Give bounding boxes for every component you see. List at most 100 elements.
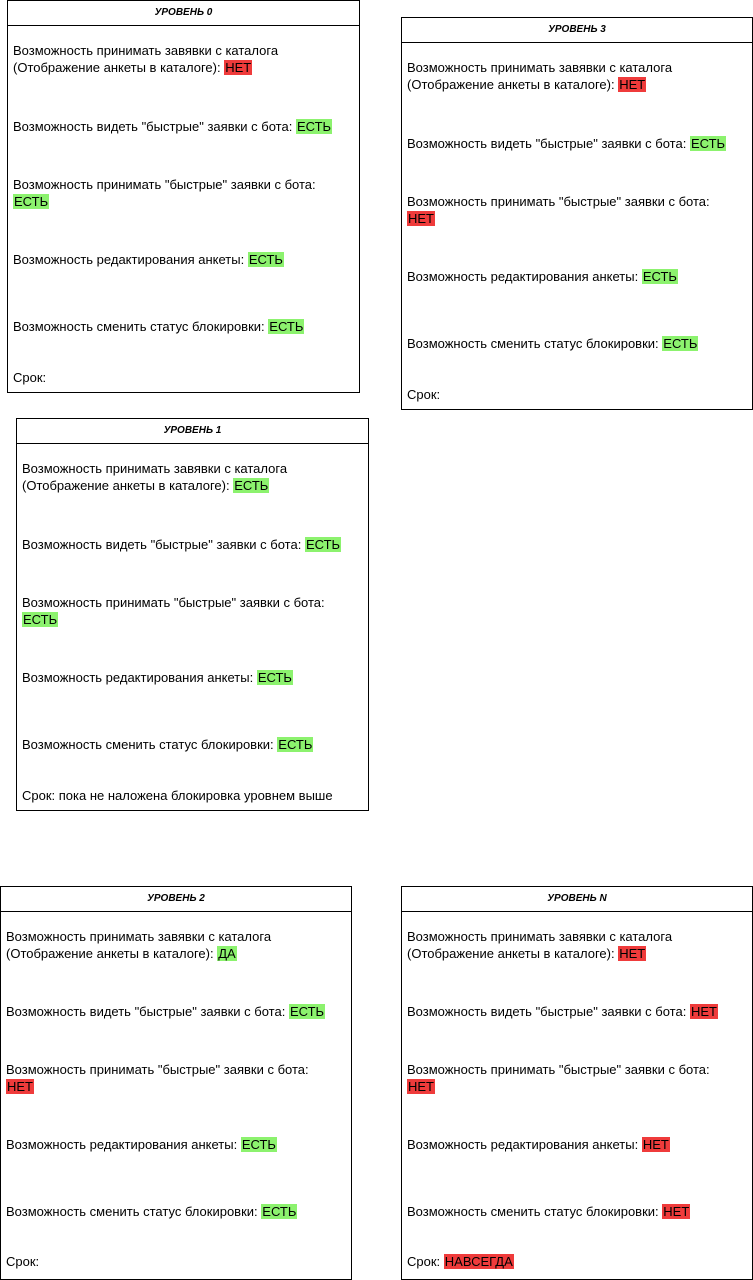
accept-label: Возможность принимать "быстрые" заявки с… [407,1062,710,1077]
term-label: Срок: [13,370,47,385]
edit-row: Возможность редактирования анкеты: ЕСТЬ [13,251,355,268]
catalog-label-2: (Отображение анкеты в каталоге): [6,946,214,961]
term-row: Срок: пока не наложена блокировка уровне… [22,787,364,804]
catalog-label: Возможность принимать завявки с каталога [407,60,673,75]
see-row: Возможность видеть "быстрые" заявки с бо… [13,118,355,135]
accept-value: НЕТ [407,211,435,226]
catalog-label-2: (Отображение анкеты в каталоге): [22,478,230,493]
block-row: Возможность сменить статус блокировки: Е… [6,1203,347,1220]
accept-row: НЕТ [407,210,748,227]
edit-label: Возможность редактирования анкеты: [407,1137,639,1152]
accept-value: НЕТ [407,1079,435,1094]
edit-value: ЕСТЬ [256,670,293,685]
accept-value: ЕСТЬ [22,612,59,627]
block-value: ЕСТЬ [261,1204,298,1219]
catalog-label-2: (Отображение анкеты в каталоге): [13,60,221,75]
catalog-label: Возможность принимать завявки с каталога [6,929,272,944]
see-label: Возможность видеть "быстрые" заявки с бо… [6,1004,286,1019]
level-title: УРОВЕНЬ 1 [17,419,368,444]
level-title: УРОВЕНЬ N [402,887,752,912]
see-value: ЕСТЬ [304,537,342,552]
see-label: Возможность видеть "быстрые" заявки с бо… [22,537,302,552]
catalog-row: (Отображение анкеты в каталоге): НЕТ [13,59,355,76]
catalog-label: Возможность принимать завявки с каталога [407,929,673,944]
catalog-value: НЕТ [224,60,253,75]
edit-label: Возможность редактирования анкеты: [22,670,254,685]
block-value: ЕСТЬ [268,319,305,334]
catalog-label: Возможность принимать завявки с каталога [22,461,288,476]
accept-label: Возможность принимать "быстрые" заявки с… [13,177,316,192]
edit-row: Возможность редактирования анкеты: ЕСТЬ [22,669,364,686]
block-label: Возможность сменить статус блокировки: [22,737,274,752]
block-label: Возможность сменить статус блокировки: [407,1204,659,1219]
block-row: Возможность сменить статус блокировки: Е… [407,335,748,352]
term-label: Срок: [407,1254,441,1269]
edit-label: Возможность редактирования анкеты: [13,252,245,267]
see-row: Возможность видеть "быстрые" заявки с бо… [407,1003,748,1020]
accept-label: Возможность принимать "быстрые" заявки с… [22,595,325,610]
block-row: Возможность сменить статус блокировки: Е… [13,318,355,335]
edit-row: Возможность редактирования анкеты: ЕСТЬ [6,1136,347,1153]
term-label: Срок: [407,387,441,402]
level-3-box: УРОВЕНЬ 3 Возможность принимать завявки … [401,17,753,410]
edit-value: ЕСТЬ [240,1137,277,1152]
level-title: УРОВЕНЬ 3 [402,18,752,43]
see-value: ЕСТЬ [288,1004,326,1019]
block-row: Возможность сменить статус блокировки: Н… [407,1203,748,1220]
catalog-label-2: (Отображение анкеты в каталоге): [407,77,615,92]
accept-row: ЕСТЬ [13,193,355,210]
accept-row: НЕТ [407,1078,748,1095]
block-label: Возможность сменить статус блокировки: [6,1204,258,1219]
catalog-value: ЕСТЬ [233,478,270,493]
term-label: Срок: пока не наложена блокировка уровне… [22,788,333,803]
catalog-row: (Отображение анкеты в каталоге): ДА [6,945,347,962]
see-row: Возможность видеть "быстрые" заявки с бо… [407,135,748,152]
edit-label: Возможность редактирования анкеты: [407,269,639,284]
catalog-value: НЕТ [618,77,647,92]
block-value: ЕСТЬ [277,737,314,752]
term-value: НАВСЕГДА [443,1254,514,1269]
edit-value: ЕСТЬ [247,252,284,267]
catalog-row: (Отображение анкеты в каталоге): НЕТ [407,76,748,93]
block-value: ЕСТЬ [662,336,699,351]
block-row: Возможность сменить статус блокировки: Е… [22,736,364,753]
level-title: УРОВЕНЬ 2 [1,887,351,912]
term-row: Срок: [13,369,355,386]
block-value: НЕТ [662,1204,691,1219]
accept-value: НЕТ [6,1079,34,1094]
level-2-box: УРОВЕНЬ 2 Возможность принимать завявки … [0,886,352,1280]
catalog-label: Возможность принимать завявки с каталога [13,43,279,58]
see-label: Возможность видеть "быстрые" заявки с бо… [13,119,293,134]
accept-row: НЕТ [6,1078,347,1095]
block-label: Возможность сменить статус блокировки: [13,319,265,334]
level-n-box: УРОВЕНЬ N Возможность принимать завявки … [401,886,753,1280]
edit-row: Возможность редактирования анкеты: ЕСТЬ [407,268,748,285]
level-1-box: УРОВЕНЬ 1 Возможность принимать завявки … [16,418,369,811]
edit-label: Возможность редактирования анкеты: [6,1137,238,1152]
see-label: Возможность видеть "быстрые" заявки с бо… [407,1004,687,1019]
accept-value: ЕСТЬ [13,194,50,209]
accept-label: Возможность принимать "быстрые" заявки с… [6,1062,309,1077]
see-value: ЕСТЬ [295,119,333,134]
see-value: НЕТ [689,1004,718,1019]
level-0-box: УРОВЕНЬ 0 Возможность принимать завявки … [7,0,360,393]
term-label: Срок: [6,1254,40,1269]
level-title: УРОВЕНЬ 0 [8,1,359,26]
see-row: Возможность видеть "быстрые" заявки с бо… [6,1003,347,1020]
see-row: Возможность видеть "быстрые" заявки с бо… [22,536,364,553]
term-row: Срок: НАВСЕГДА [407,1253,748,1270]
catalog-label-2: (Отображение анкеты в каталоге): [407,946,615,961]
accept-row: ЕСТЬ [22,611,364,628]
edit-value: НЕТ [641,1137,670,1152]
edit-row: Возможность редактирования анкеты: НЕТ [407,1136,748,1153]
term-row: Срок: [6,1253,347,1270]
catalog-value: НЕТ [618,946,647,961]
see-value: ЕСТЬ [689,136,727,151]
accept-label: Возможность принимать "быстрые" заявки с… [407,194,710,209]
term-row: Срок: [407,386,748,403]
block-label: Возможность сменить статус блокировки: [407,336,659,351]
catalog-row: (Отображение анкеты в каталоге): НЕТ [407,945,748,962]
catalog-value: ДА [217,946,237,961]
see-label: Возможность видеть "быстрые" заявки с бо… [407,136,687,151]
catalog-row: (Отображение анкеты в каталоге): ЕСТЬ [22,477,364,494]
